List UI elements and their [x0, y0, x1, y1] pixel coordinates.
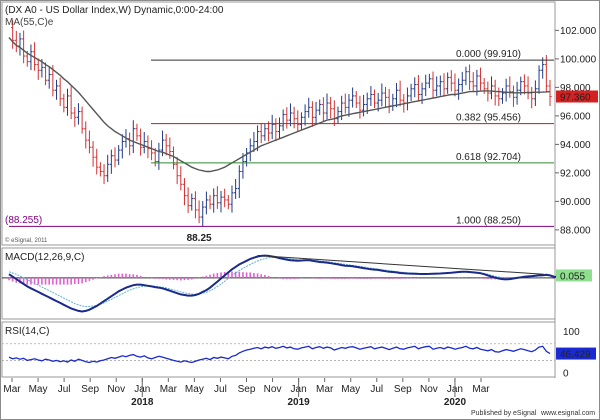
last-price-tag: [556, 90, 598, 103]
year-tick-label: 2019: [287, 397, 310, 408]
month-tick-label: Mar: [160, 384, 178, 395]
price-tick-label: 88.000: [560, 225, 591, 236]
macd-signal-line: [8, 256, 558, 308]
month-tick-label: Jul: [370, 384, 383, 395]
website-label: www.esignal.com: [540, 410, 595, 417]
macd-value: 0.055: [560, 271, 585, 282]
fib-level-label: 0.382 (95.456): [456, 113, 521, 124]
month-tick-label: Mar: [472, 384, 490, 395]
price-tick-label: 94.000: [560, 140, 591, 151]
rsi-line: [8, 345, 551, 364]
price-tick-label: 96.000: [560, 111, 591, 122]
rsi-label: RSI(14,C): [5, 326, 49, 337]
copyright-label: © eSignal, 2011: [5, 237, 48, 244]
price-tick-label: 90.000: [560, 197, 591, 208]
price-tick-label: 92.000: [560, 168, 591, 179]
month-tick-label: Mar: [316, 384, 334, 395]
last-price-value: 97.360: [560, 92, 591, 103]
price-tick-label: 102.000: [560, 26, 597, 37]
month-tick-label: Sep: [81, 384, 99, 395]
chart-title: (DX A0 - US Dollar Index,W) Dynamic,0:00…: [5, 5, 224, 16]
fib-level-label: 0.618 (92.704): [456, 152, 521, 163]
month-tick-label: May: [29, 384, 48, 395]
low-price-label: 88.25: [187, 233, 212, 244]
month-tick-label: Sep: [238, 384, 256, 395]
month-tick-label: May: [341, 384, 360, 395]
fib-level-label: 1.000 (88.250): [456, 215, 521, 226]
month-tick-label: Sep: [394, 384, 412, 395]
month-tick-label: Nov: [107, 384, 125, 395]
fib-level-label: 0.000 (99.910): [456, 49, 521, 60]
x-axis-ticks: Mar May Jul Sep Nov Jan Mar May Jul Sep Nov Jan Mar M…: [3, 378, 490, 408]
price-series: [8, 20, 552, 227]
rsi-tick-label: 0: [563, 368, 569, 379]
price-tick-label: 100.000: [560, 54, 597, 65]
macd-trendline: [257, 255, 544, 275]
rsi-tick-label: 100: [563, 327, 580, 338]
publisher-label: Published by eSignal: [471, 410, 537, 417]
month-tick-label: Jul: [214, 384, 227, 395]
month-tick-label: Jul: [58, 384, 71, 395]
fibonacci-levels: 0.000 (99.910) 0.382 (95.456) 0.618 (92.70…: [9, 49, 554, 244]
month-tick-label: May: [185, 384, 204, 395]
rsi-value-tag: [556, 347, 596, 360]
low-left-label: (88.255): [5, 215, 42, 226]
month-tick-label: Nov: [264, 384, 282, 395]
rsi-value: 46.429: [560, 350, 591, 361]
year-tick-label: 2018: [131, 397, 154, 408]
macd-line: [8, 254, 558, 313]
ma55-line: [8, 37, 551, 173]
rsi-series: 10050046.429: [2, 327, 596, 379]
macd-label: MACD(12,26,9,C): [5, 252, 84, 263]
month-tick-label: Nov: [420, 384, 438, 395]
macd-value-tag: [556, 269, 592, 282]
year-tick-label: 2020: [444, 397, 467, 408]
month-tick-label: Mar: [3, 384, 21, 395]
ma-label: MA(55,C)e: [5, 17, 54, 28]
macd-series: 0.055: [2, 254, 592, 313]
price-tick-label: 98.000: [560, 83, 591, 94]
rsi-panel-frame: [1, 321, 556, 378]
y-axis-ticks: 102.000 100.000 98.000 96.000 94.000 92.000 90…: [555, 26, 598, 236]
